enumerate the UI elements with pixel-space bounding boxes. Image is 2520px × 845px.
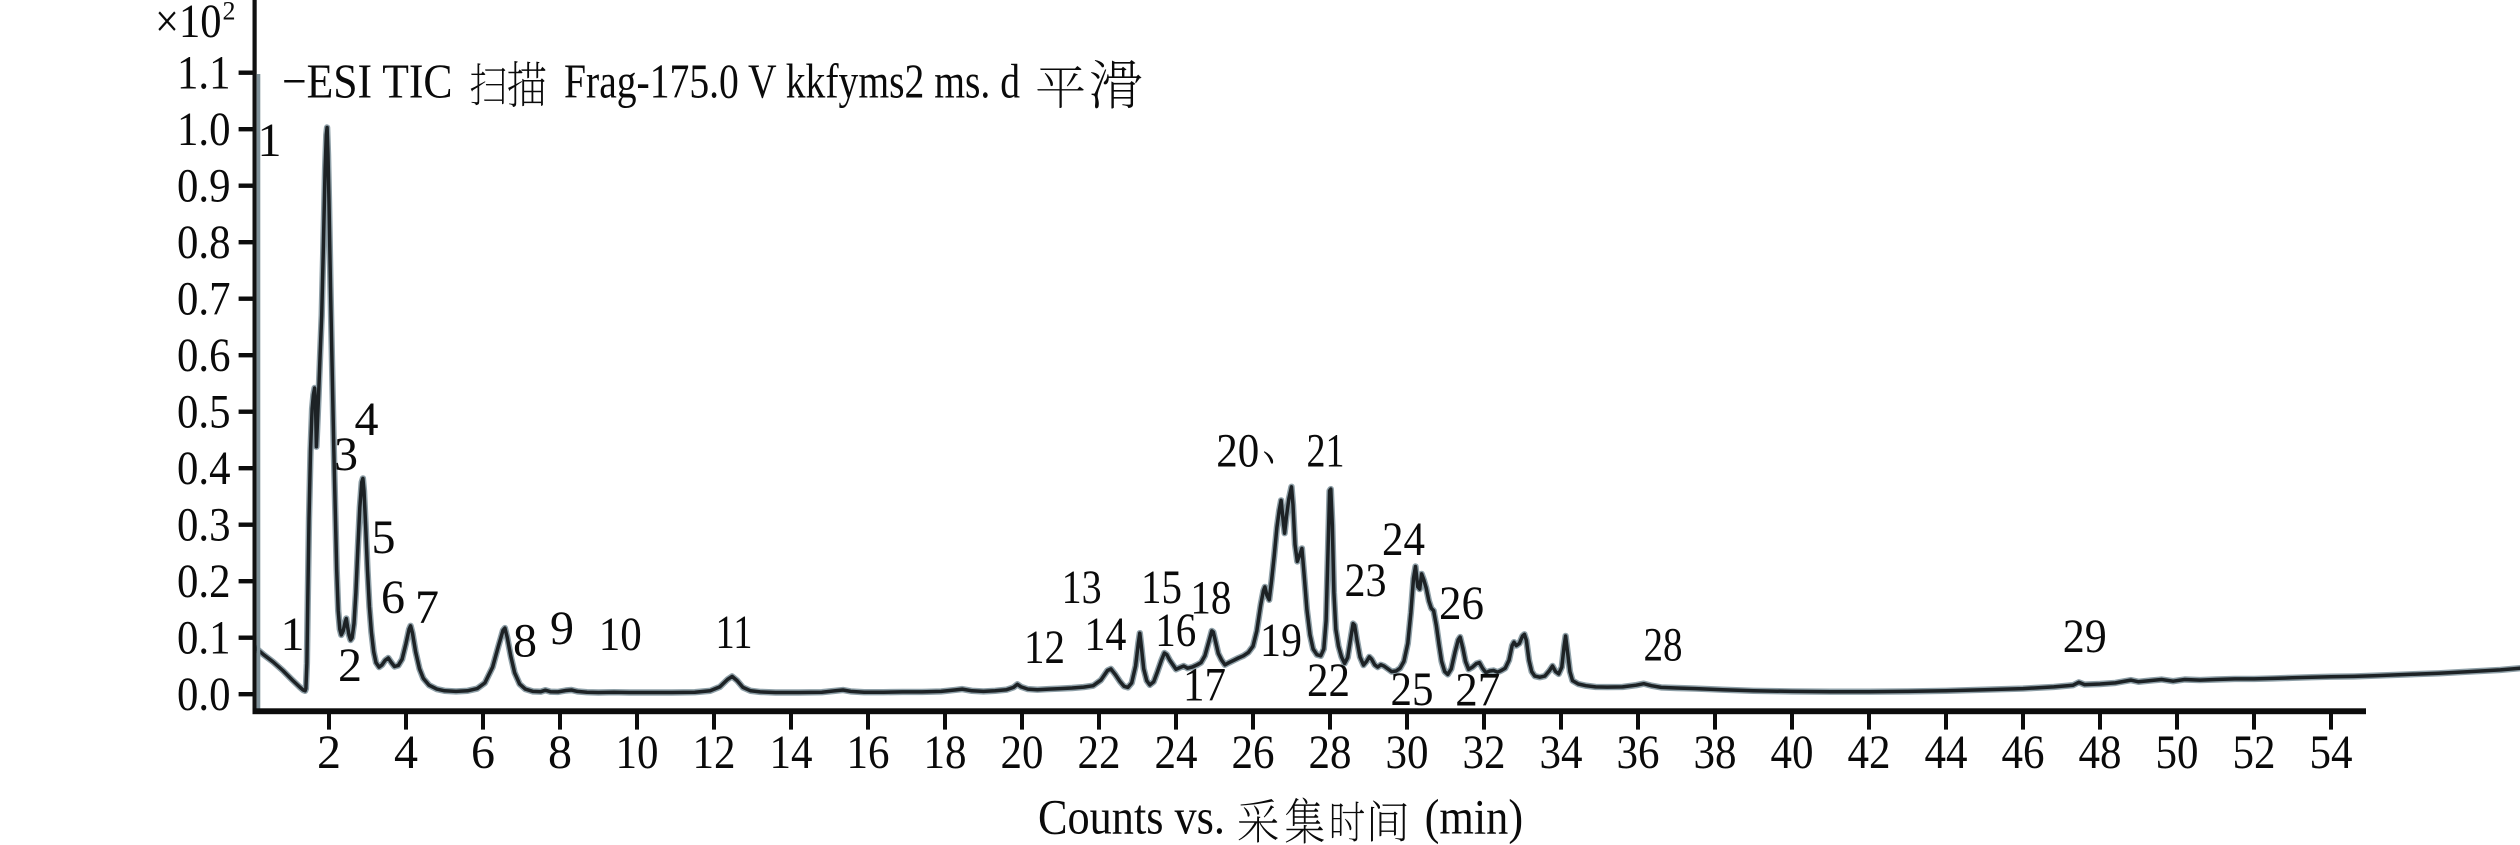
svg-text:46: 46 xyxy=(2002,726,2045,779)
svg-text:6: 6 xyxy=(381,571,405,624)
svg-text:0.4: 0.4 xyxy=(177,442,231,495)
svg-text:0.5: 0.5 xyxy=(177,385,231,438)
svg-text:0.7: 0.7 xyxy=(177,272,231,325)
svg-text:0.2: 0.2 xyxy=(177,555,231,608)
svg-text:6: 6 xyxy=(471,726,495,779)
svg-text:28: 28 xyxy=(1644,619,1683,672)
svg-text:52: 52 xyxy=(2233,726,2276,779)
svg-text:27: 27 xyxy=(1455,664,1500,717)
svg-text:0.9: 0.9 xyxy=(177,159,231,212)
svg-text:18: 18 xyxy=(924,726,967,779)
svg-text:8: 8 xyxy=(513,615,537,668)
svg-text:32: 32 xyxy=(1463,726,1506,779)
svg-text:42: 42 xyxy=(1848,726,1891,779)
svg-text:Counts vs.: Counts vs. xyxy=(1038,789,1225,845)
svg-text:24: 24 xyxy=(1155,726,1198,779)
svg-text:44: 44 xyxy=(1925,726,1968,779)
svg-text:0.8: 0.8 xyxy=(177,216,231,269)
svg-text:17: 17 xyxy=(1183,659,1226,712)
svg-text:24: 24 xyxy=(1382,513,1425,566)
svg-text:36: 36 xyxy=(1617,726,1660,779)
svg-text:2: 2 xyxy=(317,726,341,779)
svg-text:7: 7 xyxy=(415,581,439,634)
svg-text:14: 14 xyxy=(770,726,813,779)
svg-text:14: 14 xyxy=(1084,608,1126,661)
svg-text:16: 16 xyxy=(847,726,890,779)
svg-text:40: 40 xyxy=(1771,726,1814,779)
svg-text:30: 30 xyxy=(1386,726,1429,779)
svg-text:3: 3 xyxy=(334,428,358,481)
svg-text:54: 54 xyxy=(2310,726,2353,779)
svg-text:28: 28 xyxy=(1309,726,1352,779)
svg-text:1: 1 xyxy=(281,608,305,661)
svg-text:11: 11 xyxy=(716,606,753,659)
svg-text:19: 19 xyxy=(1260,614,1302,667)
svg-text:15: 15 xyxy=(1141,561,1182,614)
svg-text:1: 1 xyxy=(258,114,282,167)
svg-text:21: 21 xyxy=(1307,425,1345,478)
svg-text:4: 4 xyxy=(394,726,418,779)
svg-text:25: 25 xyxy=(1391,663,1434,716)
svg-text:29: 29 xyxy=(2063,610,2107,663)
svg-text:22: 22 xyxy=(1078,726,1121,779)
svg-text:16: 16 xyxy=(1155,604,1196,657)
svg-text:26: 26 xyxy=(1232,726,1275,779)
svg-text:10: 10 xyxy=(599,608,642,661)
svg-text:5: 5 xyxy=(372,511,396,564)
svg-text:2: 2 xyxy=(338,639,362,692)
svg-text:18: 18 xyxy=(1190,572,1231,625)
svg-text:0.6: 0.6 xyxy=(177,329,231,382)
svg-text:20: 20 xyxy=(1001,726,1044,779)
svg-text:22: 22 xyxy=(1307,654,1350,707)
svg-text:1.1: 1.1 xyxy=(177,46,231,99)
svg-text:13: 13 xyxy=(1062,561,1102,614)
svg-text:20: 20 xyxy=(1216,425,1259,478)
svg-text:1.0: 1.0 xyxy=(177,103,231,156)
svg-text:Frag-175.0 V kkfyms2 ms. d: Frag-175.0 V kkfyms2 ms. d xyxy=(564,54,1020,109)
svg-text:9: 9 xyxy=(550,602,574,655)
svg-text:48: 48 xyxy=(2079,726,2122,779)
svg-text:50: 50 xyxy=(2156,726,2199,779)
svg-text:12: 12 xyxy=(693,726,736,779)
svg-text:0.1: 0.1 xyxy=(177,611,231,664)
svg-text:34: 34 xyxy=(1540,726,1583,779)
svg-text:0.0: 0.0 xyxy=(177,668,231,721)
svg-text:10: 10 xyxy=(616,726,659,779)
svg-text:(min): (min) xyxy=(1425,789,1524,845)
svg-text:0.3: 0.3 xyxy=(177,498,231,551)
svg-text:4: 4 xyxy=(355,393,379,446)
svg-text:12: 12 xyxy=(1024,621,1065,674)
svg-text:−ESI TIC: −ESI TIC xyxy=(282,54,453,109)
svg-text:26: 26 xyxy=(1439,577,1484,630)
svg-text:38: 38 xyxy=(1694,726,1737,779)
svg-text:×10: ×10 xyxy=(155,0,222,48)
svg-text:23: 23 xyxy=(1345,554,1387,607)
svg-text:8: 8 xyxy=(548,726,572,779)
svg-text:2: 2 xyxy=(223,0,236,26)
